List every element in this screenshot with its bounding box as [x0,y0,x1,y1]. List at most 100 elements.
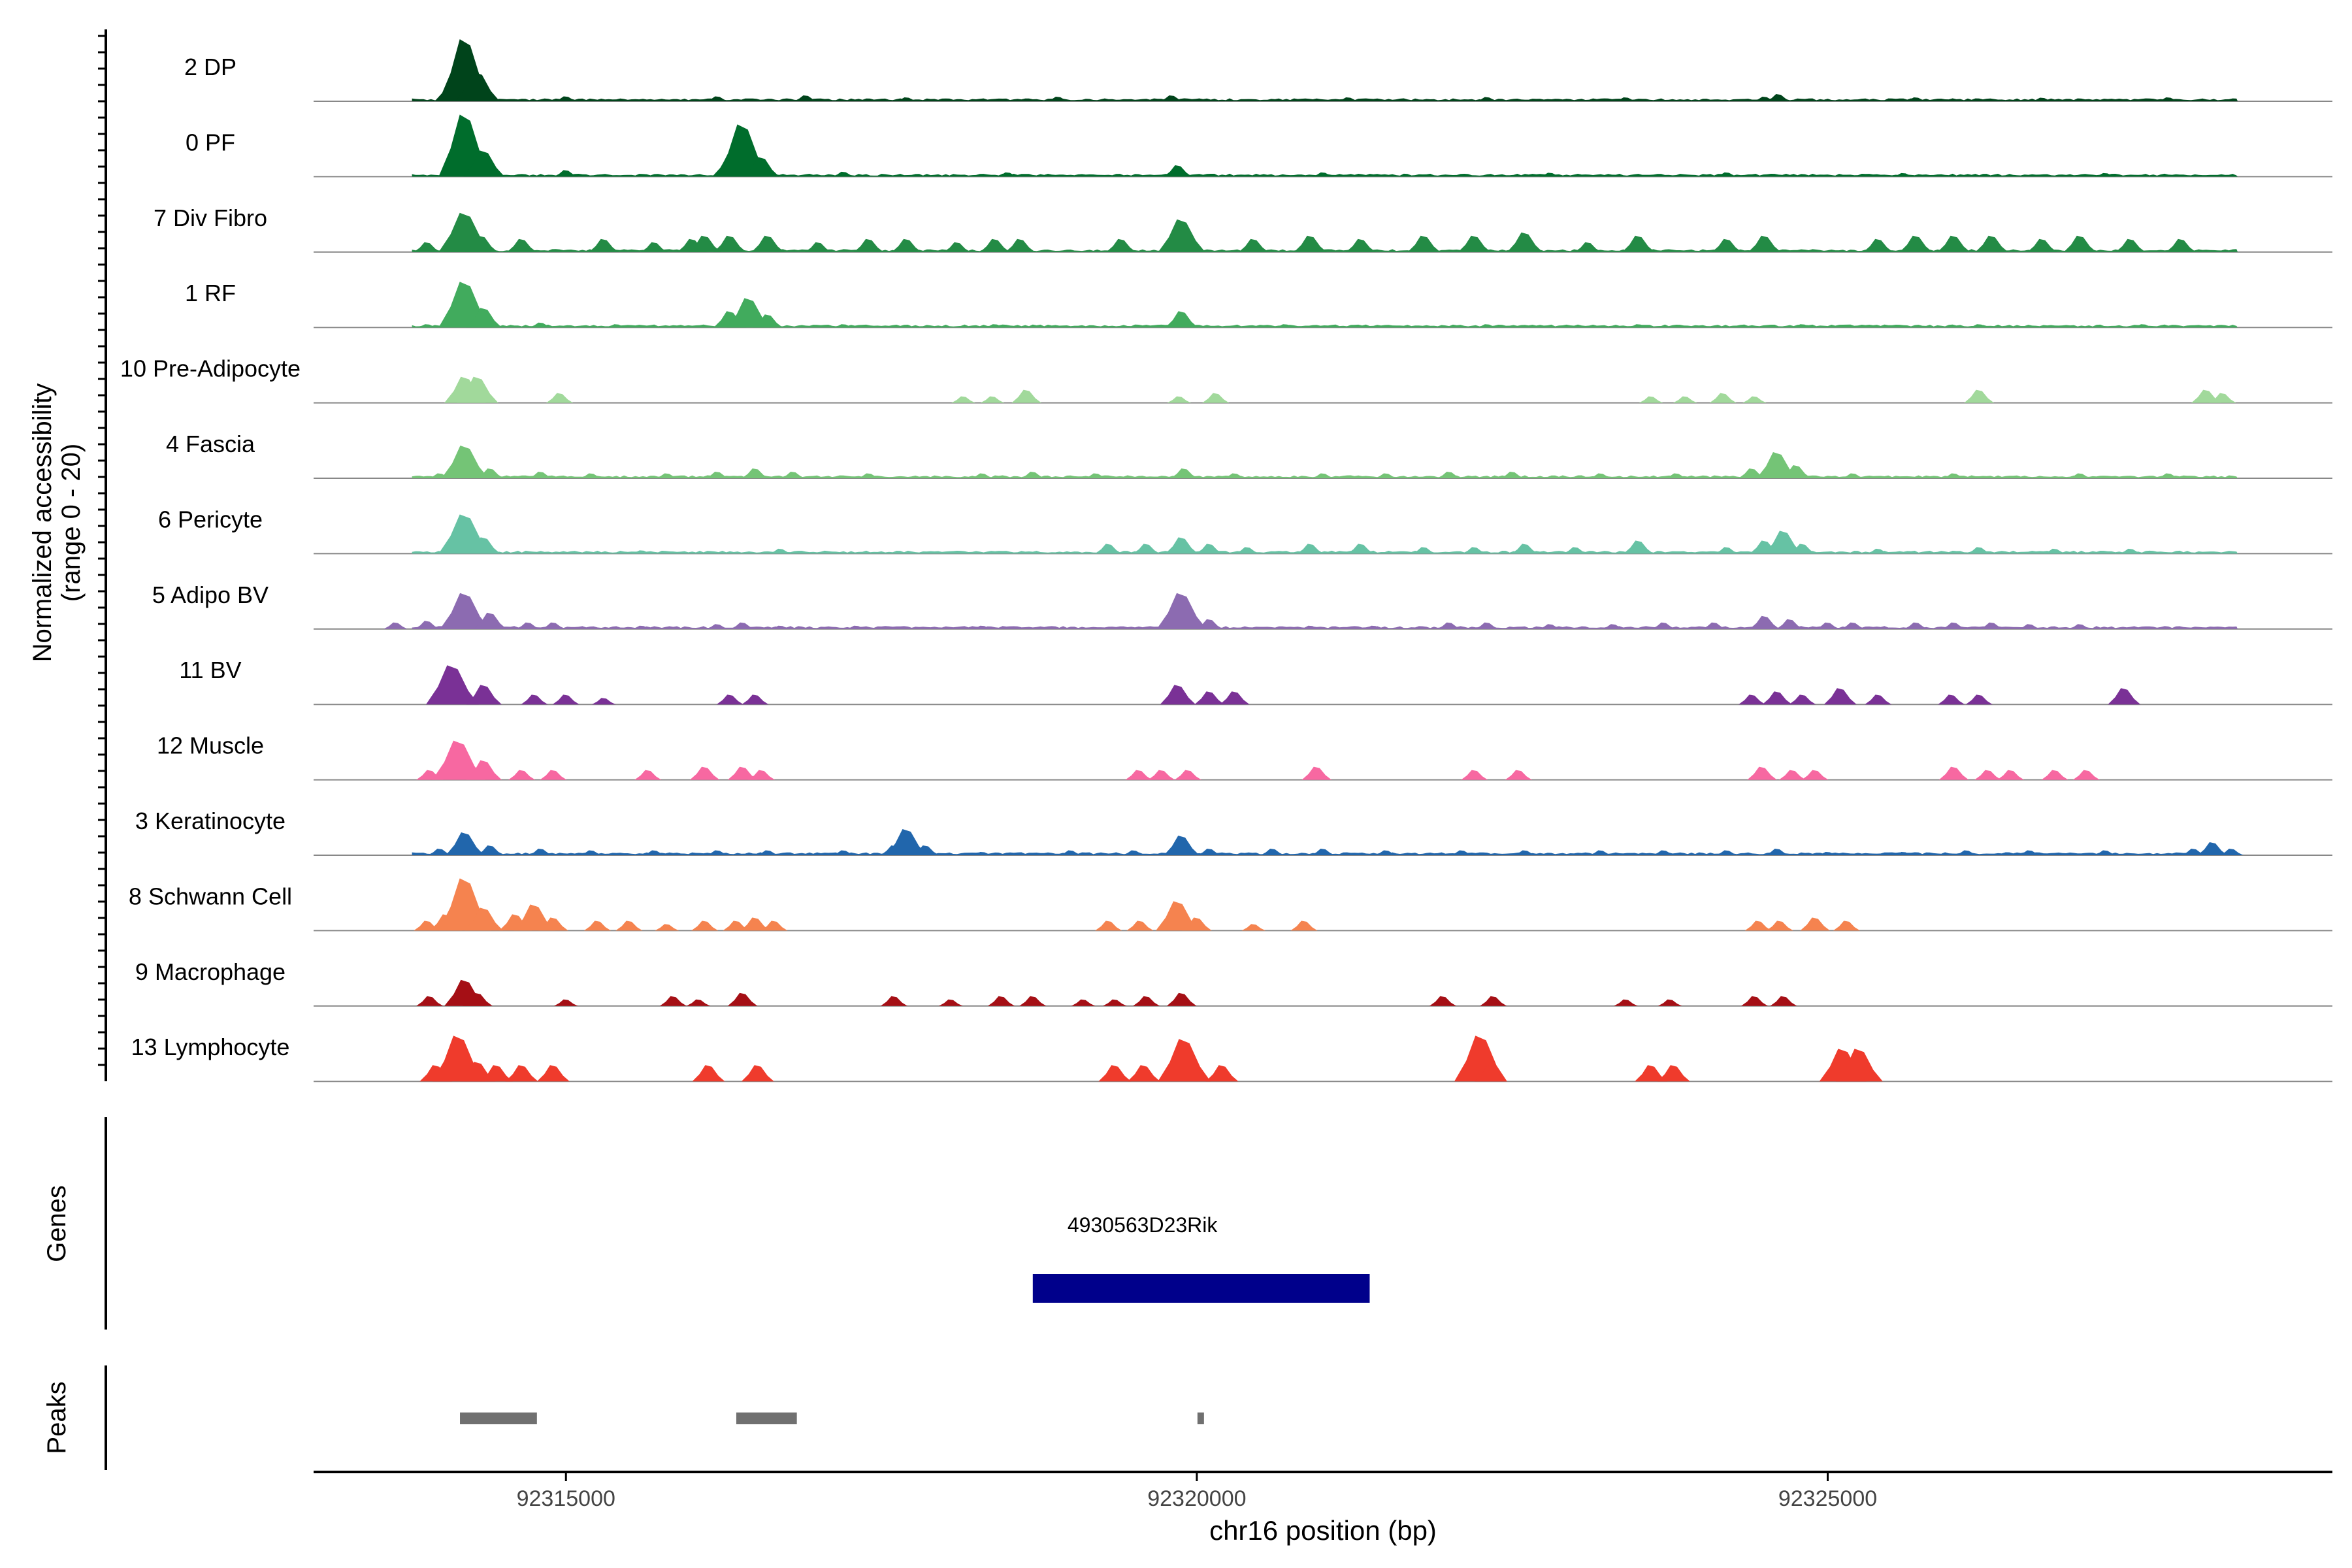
y-axis-title: Normalized accessibility [28,384,57,662]
coverage-peak [987,996,1015,1006]
coverage-peak [1781,465,1811,478]
track-label: 0 PF [186,129,235,155]
coverage-peak [857,473,880,478]
coverage-peak [1106,238,1136,252]
coverage-peak [743,157,779,177]
coverage-peak [1817,852,1838,855]
coverage-peak [1614,999,1638,1006]
coverage-peak [1511,544,1539,554]
coverage-peak [634,770,662,780]
coverage-peak [1938,694,1965,705]
coverage-peak [1095,921,1122,931]
coverage-peak [505,1065,538,1082]
coverage-peak [1624,540,1654,554]
coverage-peak [508,770,536,780]
x-tick-label: 92325000 [1778,1486,1877,1511]
coverage-peak [1133,544,1160,554]
coverage-peak [432,740,485,780]
coverage-peak [1539,624,1561,629]
coverage-peak [2191,389,2221,403]
coverage-peak [727,298,772,328]
coverage-peak [1346,238,1376,252]
coverage-peak [1563,547,1588,554]
coverage-peak [1750,615,1780,629]
coverage-peak [1133,996,1160,1006]
coverage-baseline-area [412,173,2238,177]
coverage-peak [414,621,440,629]
coverage-peak [1702,622,1727,629]
coverage-peak [1601,624,1625,629]
coverage-peak [1614,97,1637,101]
track-1-rf: 1 RF [185,280,2332,329]
coverage-peak [713,235,747,252]
coverage-peak [1622,235,1655,252]
coverage-peak [643,850,666,855]
coverage-peak [972,852,993,855]
coverage-peak [1740,996,1769,1006]
track-label: 3 Keratinocyte [135,808,286,834]
coverage-peak [716,694,743,705]
track-9-macrophage: 9 Macrophage [135,958,2332,1007]
coverage-peak [2219,849,2244,855]
coverage-peak [2018,624,2041,629]
coverage-peak [1968,324,1990,328]
coverage-peak [2157,97,2180,101]
coverage-peak [1712,238,1742,252]
coverage-peak [2031,97,2053,101]
coverage-peak [741,1065,774,1082]
track-label: 7 Div Fibro [154,204,267,231]
coverage-peak [1156,901,1200,931]
coverage-peak [1059,850,1082,855]
coverage-peak [943,242,971,252]
x-tick-label: 92315000 [517,1486,615,1511]
coverage-peak [1748,235,1781,252]
coverage-peak [1019,996,1047,1006]
coverage-peak [689,766,720,780]
coverage-peak [1657,1065,1690,1082]
coverage-peak [1893,852,1914,855]
coverage-peak [1160,685,1196,705]
coverage-peak [972,625,993,629]
coverage-peak [1789,694,1816,705]
coverage-peak [1437,472,1462,478]
coverage-peak [770,625,791,629]
coverage-peak [640,242,668,252]
coverage-peak [1098,1065,1132,1082]
coverage-peak [514,904,555,931]
coverage-peak [1047,97,1070,101]
coverage-peak [2063,235,2097,252]
coverage-peak [727,992,758,1006]
coverage-peak [896,97,918,101]
x-axis-title: chr16 position (bp) [1209,1515,1437,1546]
coverage-peak [2108,688,2141,705]
coverage-baseline-area [412,98,2238,101]
coverage-peak [757,850,779,855]
coverage-peak [691,921,719,931]
coverage-peak [2018,850,2041,855]
coverage-peak [804,242,832,252]
coverage-peak [1789,544,1816,554]
coverage-peak [463,992,493,1006]
coverage-peak [1126,921,1154,931]
coverage-peak [457,376,498,403]
coverage-peak [529,322,552,328]
coverage-peak [1980,622,2004,629]
coverage-peak [938,999,963,1006]
coverage-peak [466,760,502,780]
coverage-peak [1197,849,1222,855]
peak-region [736,1413,797,1424]
coverage-peak [1166,992,1197,1006]
coverage-peak [1461,770,1488,780]
coverage-peak [1235,547,1260,554]
coverage-peak [1575,242,1602,252]
coverage-peak [416,996,444,1006]
coverage-peak [1299,625,1321,629]
track-6-pericyte: 6 Pericyte [158,506,2332,555]
coverage-peak [476,468,504,478]
coverage-peak [1904,622,1929,629]
coverage-peak [1462,547,1487,554]
coverage-peak [1450,850,1473,855]
track-11-bv: 11 BV [179,657,2332,706]
coverage-peak [416,324,438,328]
